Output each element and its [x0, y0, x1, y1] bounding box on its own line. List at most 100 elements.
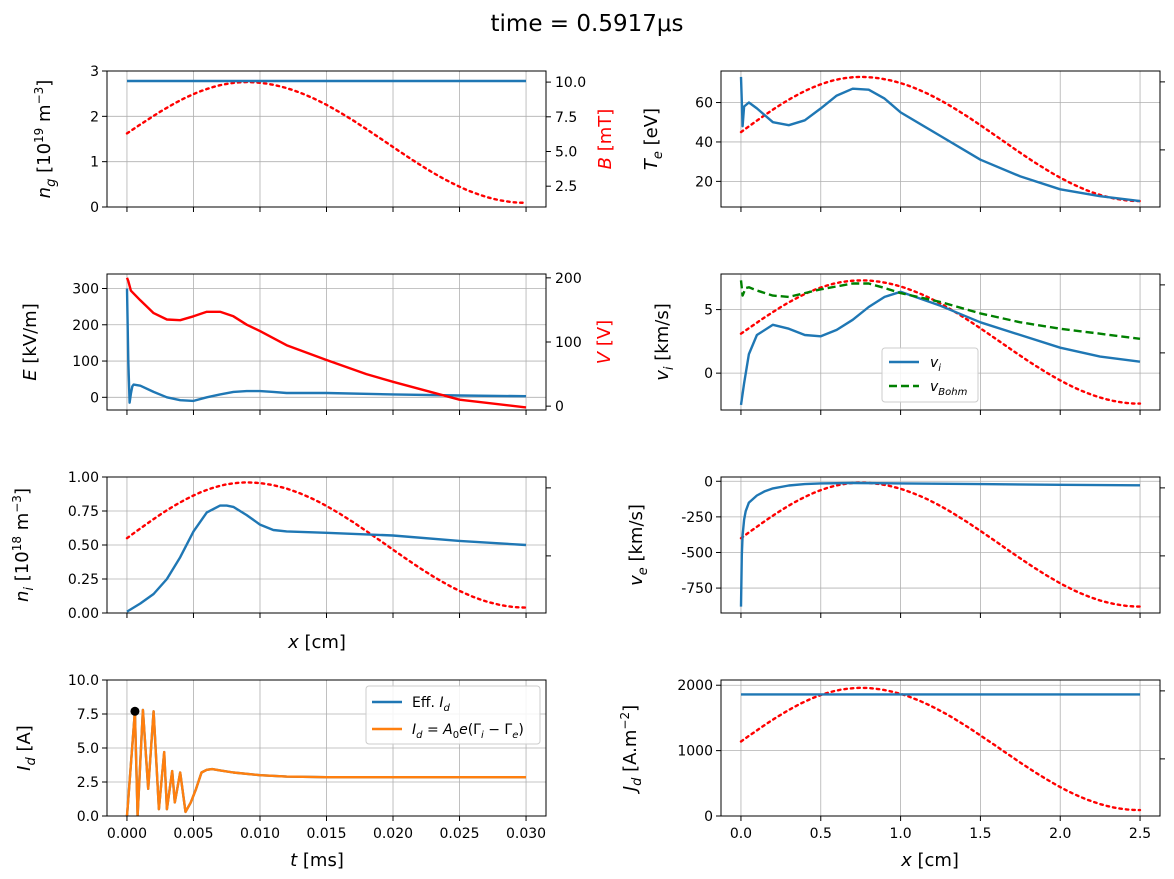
vi-series-1: [739, 280, 1141, 340]
ylabel-b: B [mT]: [595, 109, 616, 170]
vi-frame: [720, 273, 1161, 411]
xlabel-jd: x [cm]: [900, 850, 959, 871]
Jd-plot-area: [739, 686, 1142, 812]
ylabel-ng: ng [1019 m−3]: [32, 80, 59, 199]
ve-ytick-label-1: -250: [681, 510, 713, 526]
Jd-xtick-label-4: 2.0: [1049, 826, 1071, 842]
Jd-xtick-label-0: 0.0: [730, 826, 752, 842]
figure-title: time = 0.5917μs: [491, 11, 684, 37]
ve-ytick-label-2: -500: [681, 545, 713, 561]
E-ytick-right-label-2: 200: [555, 271, 582, 287]
legend-id: Eff. Id Id = A0e(Γi − Γe): [365, 685, 541, 745]
ylabel-id: Id [A]: [14, 725, 39, 771]
panel-ng: 0 1 2 3 2.5 5.0 7.5 10.0: [90, 64, 586, 216]
E-ytick-right-label-1: 100: [555, 335, 582, 351]
ylabel-jd: Jd [A.m−2]: [618, 705, 645, 794]
E-ytick-label-0: 0: [90, 390, 99, 406]
vi-ytick-label-0: 0: [704, 366, 713, 382]
ve-series-0: [739, 481, 1141, 607]
legend-vi: vi vBohm: [881, 347, 979, 403]
Jd-series-overlay: [739, 686, 1142, 812]
ng-ytick-right-label-2: 7.5: [555, 110, 577, 126]
ve-ytick-label-3: -750: [681, 581, 713, 597]
vi-plot-area: [739, 279, 1142, 406]
E-ytick-label-2: 200: [72, 318, 99, 334]
Id-xtick-label-0: 0.000: [107, 826, 147, 842]
ni-ytick-label-3: 0.75: [68, 504, 99, 520]
Id-xtick-label-2: 0.010: [240, 826, 280, 842]
legend-vi-label-vi: vi: [930, 355, 941, 374]
Te-ytick-label-2: 60: [695, 96, 713, 112]
Jd-ytick-label-2: 2000: [677, 678, 713, 694]
Id-ytick-label-1: 2.5: [77, 775, 99, 791]
Id-plot-area: [125, 708, 526, 816]
ni-ytick-label-1: 0.25: [68, 572, 99, 588]
E-ytick-label-1: 100: [72, 354, 99, 370]
ve-ytick-label-0: 0: [704, 474, 713, 490]
Id-series-1: [125, 708, 526, 816]
ni-frame: [106, 476, 547, 614]
Id-xtick-label-4: 0.020: [373, 826, 413, 842]
legend-vi-label-bohm: vBohm: [930, 379, 968, 398]
Jd-frame: [720, 679, 1161, 817]
Te-ytick-label-0: 20: [695, 174, 713, 190]
Jd-ytick-label-1: 1000: [677, 744, 713, 760]
panel-te: 20 40 60: [695, 70, 1165, 212]
Jd-xtick-label-1: 0.5: [810, 826, 832, 842]
ni-ytick-label-4: 1.00: [68, 470, 99, 486]
Id-frame: [106, 679, 547, 817]
Id-ytick-label-2: 5.0: [77, 741, 99, 757]
Id-marker: [130, 706, 140, 716]
ng-ytick-label-2: 2: [90, 109, 99, 125]
ni-ytick-label-0: 0.00: [68, 606, 99, 622]
ng-ytick-right-label-3: 10.0: [555, 75, 586, 91]
Jd-xtick-label-5: 2.5: [1129, 826, 1151, 842]
E-frame: [106, 273, 547, 411]
E-plot-area: [125, 277, 527, 409]
panel-vi: 05: [704, 273, 1165, 415]
Te-series-overlay: [739, 75, 1142, 203]
ylabel-ni: ni [1018 m−3]: [10, 488, 37, 602]
Te-ytick-label-1: 40: [695, 135, 713, 151]
Id-xtick-label-1: 0.005: [173, 826, 213, 842]
Id-ytick-label-0: 0.0: [77, 809, 99, 825]
ng-ytick-label-1: 1: [90, 155, 99, 171]
ng-ytick-right-label-1: 5.0: [555, 144, 577, 160]
Jd-xtick-label-3: 1.5: [969, 826, 991, 842]
ng-ytick-right-label-0: 2.5: [555, 179, 577, 195]
Te-plot-area: [739, 75, 1142, 203]
Te-series-0: [739, 76, 1141, 203]
ng-ytick-label-0: 0: [90, 200, 99, 216]
Id-xtick-label-3: 0.015: [306, 826, 346, 842]
legend-id-label-calc: Id = A0e(Γi − Γe): [412, 722, 524, 741]
Id-ytick-label-4: 10.0: [68, 673, 99, 689]
xlabel-ni: x [cm]: [287, 632, 346, 653]
panel-jd: 0 1000 2000 0.0 0.5 1.0 1.5 2.0 2.5: [677, 678, 1165, 842]
ng-series-overlay: [125, 80, 528, 205]
panel-id: 0.0 2.5 5.0 7.5 10.0 0.000 0.005 0.010 0.015 0.02…: [68, 673, 547, 842]
panel-e: 0 100 200 300 0 100 200: [72, 271, 581, 415]
Id-ytick-label-3: 7.5: [77, 707, 99, 723]
E-series-1: [125, 277, 527, 409]
E-series-0: [125, 288, 527, 404]
ni-series-overlay: [125, 481, 528, 609]
vi-series-0: [739, 290, 1141, 406]
xlabel-id: t [ms]: [290, 850, 344, 871]
Jd-ytick-label-0: 0: [704, 809, 713, 825]
E-ytick-right-label-0: 0: [555, 399, 564, 415]
legend-id-label-eff: Eff. Id: [412, 695, 451, 714]
ng-plot-area: [125, 79, 528, 205]
ni-ytick-label-2: 0.50: [68, 538, 99, 554]
Jd-xtick-label-2: 1.0: [889, 826, 911, 842]
ylabel-vi: vi [km/s]: [652, 303, 677, 380]
panel-ni: 0.00 0.25 0.50 0.75 1.00: [68, 470, 551, 622]
ni-plot-area: [125, 481, 528, 613]
Id-xtick-label-6: 0.030: [506, 826, 546, 842]
vi-ytick-label-1: 5: [704, 303, 713, 319]
ylabel-v: V [V]: [594, 320, 615, 364]
legend-id-frame: [365, 685, 541, 745]
ng-frame: [106, 70, 547, 208]
ylabel-ve: ve [km/s]: [626, 504, 651, 586]
ylabel-te: Te [eV]: [641, 108, 666, 170]
Te-frame: [720, 70, 1161, 208]
